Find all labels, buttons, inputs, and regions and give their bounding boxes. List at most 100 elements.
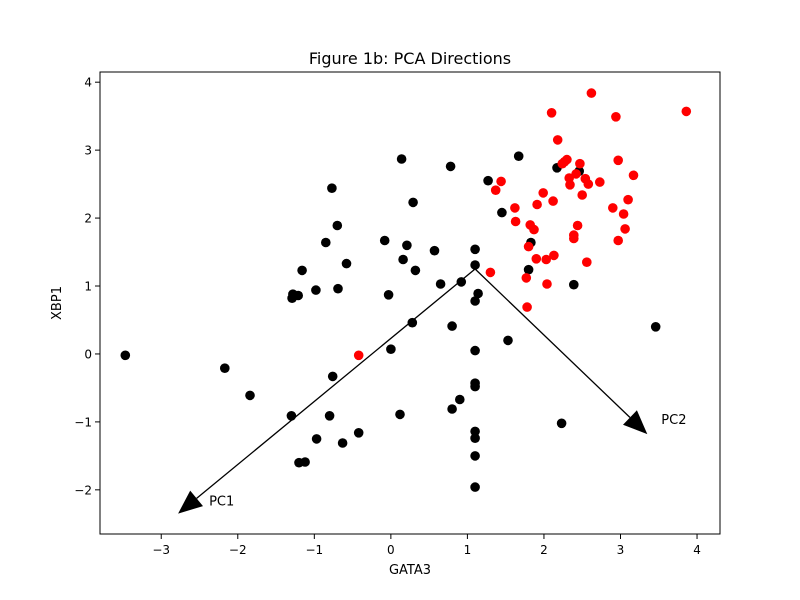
data-point bbox=[300, 457, 310, 467]
data-point bbox=[445, 161, 456, 172]
data-point bbox=[429, 245, 440, 256]
x-tick-label: 3 bbox=[617, 543, 625, 557]
data-point bbox=[337, 438, 348, 448]
y-tick-label: −1 bbox=[74, 415, 92, 429]
data-point bbox=[569, 279, 579, 290]
data-point bbox=[456, 277, 467, 287]
y-tick-label: −2 bbox=[74, 483, 92, 497]
y-tick-label: 1 bbox=[84, 280, 92, 294]
arrow-label-pc2: PC2 bbox=[661, 413, 686, 428]
data-point bbox=[510, 203, 520, 213]
data-point bbox=[470, 451, 480, 461]
data-point bbox=[473, 288, 483, 299]
data-point bbox=[575, 158, 585, 169]
data-point bbox=[470, 345, 480, 356]
data-point bbox=[485, 267, 496, 278]
data-point bbox=[569, 233, 579, 244]
data-point bbox=[220, 363, 230, 374]
data-point bbox=[402, 240, 412, 251]
data-point bbox=[447, 404, 457, 414]
x-axis-ticks: −3 −2 −1 0 1 2 3 4 bbox=[152, 534, 701, 557]
data-point bbox=[548, 196, 558, 206]
x-tick-label: 2 bbox=[540, 543, 548, 557]
data-point bbox=[552, 135, 563, 145]
data-point bbox=[333, 283, 343, 294]
y-axis-label: XBP1 bbox=[50, 286, 65, 320]
data-point bbox=[541, 254, 551, 265]
data-point bbox=[341, 258, 352, 269]
data-point bbox=[455, 394, 465, 405]
data-point bbox=[510, 216, 521, 227]
y-tick-label: 0 bbox=[84, 347, 92, 361]
data-point bbox=[245, 390, 255, 401]
data-point bbox=[681, 106, 692, 117]
data-point bbox=[503, 335, 513, 346]
data-point bbox=[611, 112, 621, 122]
data-point bbox=[470, 260, 480, 270]
data-point bbox=[383, 290, 394, 300]
data-point bbox=[327, 183, 337, 193]
chart-title: Figure 1b: PCA Directions bbox=[309, 49, 511, 68]
x-axis-label: GATA3 bbox=[389, 563, 431, 578]
data-point bbox=[470, 426, 480, 437]
x-tick-label: 4 bbox=[693, 543, 701, 557]
data-point bbox=[470, 244, 480, 255]
data-point bbox=[398, 254, 408, 265]
data-point bbox=[408, 197, 418, 208]
data-point bbox=[311, 434, 322, 444]
data-point bbox=[447, 321, 457, 331]
data-point bbox=[582, 257, 592, 268]
data-point bbox=[532, 199, 542, 210]
arrow-head-pc2 bbox=[623, 410, 648, 435]
x-tick-label: −1 bbox=[305, 543, 323, 557]
data-point bbox=[613, 235, 623, 246]
plot-area bbox=[120, 88, 692, 492]
data-point bbox=[410, 265, 421, 276]
data-point bbox=[523, 264, 534, 275]
data-point bbox=[386, 344, 396, 355]
y-tick-label: 2 bbox=[84, 212, 92, 226]
data-point bbox=[521, 273, 532, 283]
data-point bbox=[529, 224, 539, 235]
y-tick-label: 4 bbox=[84, 76, 92, 90]
x-tick-label: 1 bbox=[464, 543, 472, 557]
data-point bbox=[571, 169, 581, 179]
data-point bbox=[583, 179, 594, 189]
data-point bbox=[293, 290, 304, 301]
data-point bbox=[120, 350, 131, 361]
data-point bbox=[286, 411, 297, 421]
data-point bbox=[490, 185, 501, 195]
data-point bbox=[332, 220, 343, 231]
data-point bbox=[572, 220, 583, 231]
data-point bbox=[470, 433, 480, 444]
x-tick-label: −2 bbox=[229, 543, 247, 557]
data-point bbox=[620, 224, 630, 234]
data-point bbox=[353, 428, 364, 438]
data-point bbox=[623, 194, 633, 205]
data-point bbox=[321, 237, 331, 248]
data-point bbox=[311, 285, 321, 295]
data-point bbox=[538, 188, 548, 198]
data-point bbox=[470, 482, 480, 492]
data-point bbox=[470, 296, 480, 306]
data-point bbox=[650, 322, 661, 332]
data-point bbox=[523, 241, 534, 252]
data-point bbox=[435, 279, 446, 289]
y-tick-label: 3 bbox=[84, 144, 92, 158]
data-point bbox=[546, 108, 557, 118]
x-tick-label: 0 bbox=[387, 543, 395, 557]
data-point bbox=[618, 209, 629, 219]
arrow-label-pc1: PC1 bbox=[209, 495, 234, 510]
data-point bbox=[407, 317, 418, 328]
data-point bbox=[549, 250, 559, 261]
pc-arrows: PC1 PC2 bbox=[178, 268, 686, 514]
data-point bbox=[613, 155, 623, 166]
data-point bbox=[379, 235, 390, 246]
data-point bbox=[396, 154, 407, 164]
data-point bbox=[565, 180, 575, 190]
data-point bbox=[327, 371, 338, 382]
data-point bbox=[483, 175, 493, 186]
y-axis-ticks: −2 −1 0 1 2 3 4 bbox=[74, 76, 100, 497]
x-tick-label: −3 bbox=[152, 543, 170, 557]
